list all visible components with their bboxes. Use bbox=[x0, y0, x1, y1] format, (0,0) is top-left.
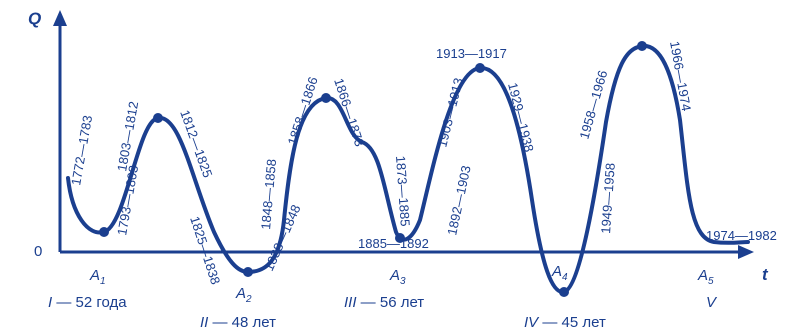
cycle-label-1: I — 52 года bbox=[48, 294, 127, 311]
minimum-point-a3 bbox=[395, 233, 405, 243]
x-axis-arrow-icon bbox=[738, 245, 754, 259]
cycle-label-3: III — 56 лет bbox=[344, 294, 424, 311]
maximum-point-1 bbox=[153, 113, 163, 123]
x-axis-label: t bbox=[762, 265, 769, 284]
period-label: 1858—1866 bbox=[285, 75, 321, 147]
period-label: 1913—1917 bbox=[436, 46, 507, 61]
cycle-label-5: V bbox=[706, 294, 718, 311]
minimum-point-a1 bbox=[99, 227, 109, 237]
period-label: 1949—1958 bbox=[598, 162, 618, 234]
period-label: 1873—1885 bbox=[393, 155, 413, 227]
period-label: 1892—1903 bbox=[444, 164, 473, 236]
period-label: 1903—1913 bbox=[434, 76, 466, 148]
period-label: 1885—1892 bbox=[358, 236, 429, 251]
minimum-point-a4 bbox=[559, 287, 569, 297]
minimum-label-a1: A1 bbox=[89, 267, 106, 287]
cycle-label-4: IV — 45 лет bbox=[524, 314, 606, 331]
maximum-point-4 bbox=[637, 41, 647, 51]
period-label: 1866—1873 bbox=[331, 76, 367, 148]
period-label: 1848—1858 bbox=[258, 158, 279, 230]
cycle-label-2: II — 48 лет bbox=[200, 314, 276, 331]
period-label: 1825—1838 bbox=[187, 214, 223, 286]
minimum-label-a5: A5 bbox=[697, 267, 714, 287]
period-label: 1974—1982 bbox=[706, 228, 777, 243]
period-label: 1793—1803 bbox=[114, 164, 141, 236]
origin-label: 0 bbox=[34, 243, 42, 260]
y-axis-label: Q bbox=[28, 9, 41, 28]
period-label: 1929—1938 bbox=[505, 81, 537, 153]
minimum-point-a2 bbox=[243, 267, 253, 277]
period-label: 1772—1783 bbox=[68, 114, 95, 186]
maximum-point-2 bbox=[321, 93, 331, 103]
maximum-point-3 bbox=[475, 63, 485, 73]
minimum-label-a3: A3 bbox=[389, 267, 406, 287]
y-axis-arrow-icon bbox=[53, 10, 67, 26]
minimum-label-a2: A2 bbox=[235, 285, 252, 305]
minimum-label-a4: A4 bbox=[551, 263, 568, 283]
